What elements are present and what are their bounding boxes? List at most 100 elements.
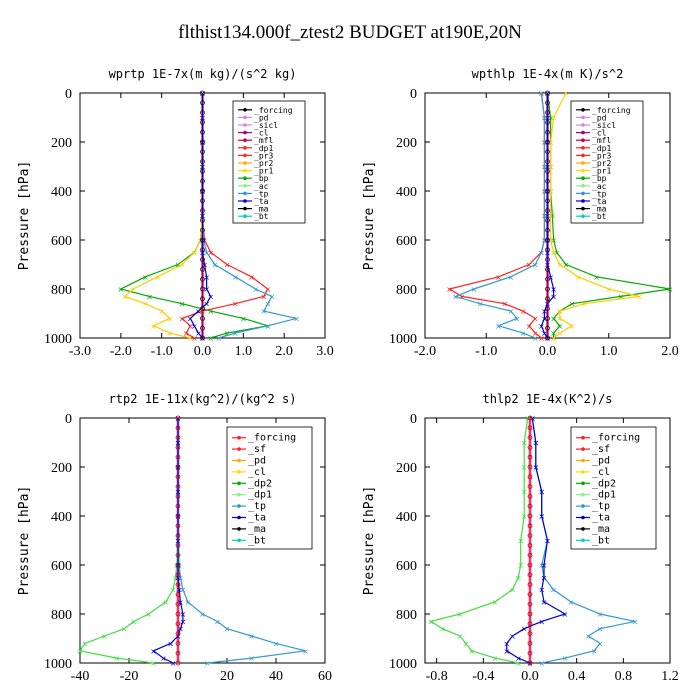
- legend-label: _ac: [592, 182, 607, 191]
- legend-marker: [243, 123, 247, 127]
- series-point-ta: ×: [175, 463, 182, 472]
- series-point-dp1: ×: [224, 261, 231, 270]
- series-point-tp: ×: [264, 300, 271, 309]
- series-point-forcing: [200, 168, 205, 174]
- series-point-forcing: [175, 611, 181, 617]
- legend-label: _dp1: [254, 144, 273, 153]
- x-tick-label: 20: [220, 669, 234, 684]
- series-point-dp1: ×: [207, 248, 214, 257]
- series-line-tp: [453, 92, 546, 339]
- y-tick-label: 1000: [44, 332, 72, 347]
- series-point-ac: ×: [547, 187, 554, 196]
- series-point-forcing: [175, 592, 181, 597]
- series-point-dp1: ×: [121, 625, 128, 634]
- series-point-tp: ×: [224, 625, 231, 634]
- legend-label: _dp2: [248, 478, 272, 489]
- series-point-dp1: ×: [526, 322, 533, 331]
- legend-marker: [581, 515, 585, 520]
- series-point-ta: ×: [544, 89, 551, 98]
- series-point-tp: ×: [180, 586, 187, 595]
- series-point-tp: ×: [273, 639, 280, 648]
- legend-label: _dp1: [248, 490, 272, 501]
- series-point-dp1: ×: [457, 632, 464, 641]
- series-point-ta: ×: [191, 322, 198, 331]
- series-point-ac: ×: [605, 285, 612, 294]
- series-point-dp1: ×: [427, 617, 434, 626]
- series-point-ac: ×: [563, 89, 570, 98]
- series-point-tp: ×: [520, 329, 527, 338]
- series-point-ta: ×: [199, 248, 206, 257]
- series-point-tp: ×: [532, 334, 539, 343]
- y-tick-label: 0: [65, 412, 72, 427]
- chart-panel-3: rtp2 1E-11x(kg^2)/(kg^2 s) Pressure [hPa]…: [17, 392, 332, 684]
- series-point-forcing: [200, 296, 205, 302]
- series-point-ta: ×: [544, 300, 551, 309]
- series-point-ta: ×: [532, 463, 539, 472]
- chart-panel-4: thlp2 1E-4x(K^2)/s Pressure [hPa] -0.8 -0.4…: [362, 392, 679, 684]
- series-point-ac: ×: [191, 248, 198, 257]
- series-point-tp: ×: [477, 300, 484, 309]
- series-point-bp: ×: [179, 300, 186, 309]
- series-point-tp: ×: [471, 285, 478, 294]
- series-point-ta: ×: [187, 314, 194, 323]
- legend-marker: [237, 447, 241, 451]
- series-point-forcing: [527, 503, 533, 509]
- series-point-tp: ×: [597, 625, 604, 634]
- series-point-forcing: [200, 149, 205, 155]
- x-tick-label: -1.0: [151, 344, 173, 359]
- series-point-forcing: [200, 110, 205, 115]
- legend-label: _sf: [592, 444, 610, 455]
- legend-marker: [243, 168, 247, 173]
- legend-marker: [581, 504, 585, 508]
- legend-label: _tp: [592, 189, 607, 198]
- series-point-forcing: [527, 444, 533, 450]
- series-point-tp: ×: [541, 187, 548, 196]
- series-point-ac: ×: [130, 285, 137, 294]
- series-point-ta: ×: [538, 512, 545, 521]
- series-point-bp: ×: [175, 261, 182, 270]
- series-point-forcing: [527, 592, 533, 597]
- series-point-ta: ×: [150, 647, 157, 656]
- series-point-ac: ×: [550, 114, 557, 123]
- y-tick-label: 600: [51, 559, 72, 574]
- series-point-ta: ×: [199, 212, 206, 221]
- series-point-ta: ×: [203, 273, 210, 282]
- series-point-forcing: [545, 100, 550, 106]
- y-tick-label: 0: [410, 87, 417, 102]
- series-point-forcing: [545, 120, 550, 125]
- series-point-bp: ×: [549, 212, 556, 221]
- series-point-tp: ×: [507, 273, 514, 282]
- series-point-forcing: [200, 325, 205, 331]
- series-point-forcing: [200, 129, 205, 135]
- legend-label: _pr3: [254, 151, 273, 160]
- series-point-dp1: ×: [526, 261, 533, 270]
- series-point-tp: ×: [532, 261, 539, 270]
- legend-marker: [581, 527, 585, 531]
- y-tick-label: 800: [396, 608, 417, 623]
- series-point-tp: ×: [541, 212, 548, 221]
- series-point-ta: ×: [544, 334, 551, 343]
- series-point-ta: ×: [180, 610, 187, 619]
- y-tick-label: 600: [396, 559, 417, 574]
- series-point-ac: ×: [556, 307, 563, 316]
- series-point-forcing: [175, 601, 181, 607]
- chart-panels: wprtp 1E-7x(m kg)/(s^2 kg) Pressure [hPa]…: [17, 67, 679, 684]
- series-point-forcing: [527, 543, 533, 548]
- legend-label: _ta: [254, 197, 269, 206]
- series-point-bp: ×: [547, 114, 554, 123]
- series-point-forcing: [200, 120, 205, 125]
- legend-marker: [581, 470, 585, 474]
- series-point-tp: ×: [632, 617, 639, 626]
- x-tick-label: 0.0: [521, 669, 539, 684]
- series-point-ta: ×: [544, 114, 551, 123]
- series-point-dp1: ×: [131, 617, 138, 626]
- legend-label: _pr1: [254, 167, 273, 176]
- series-point-bp: ×: [556, 322, 563, 331]
- series-point-bp: ×: [224, 329, 231, 338]
- series-point-ac: ×: [569, 322, 576, 331]
- series-point-ta: ×: [199, 114, 206, 123]
- legend-marker: [237, 458, 241, 463]
- y-tick-label: 400: [51, 510, 72, 525]
- series-point-ta: ×: [541, 598, 548, 607]
- series-point-ta: ×: [503, 647, 510, 656]
